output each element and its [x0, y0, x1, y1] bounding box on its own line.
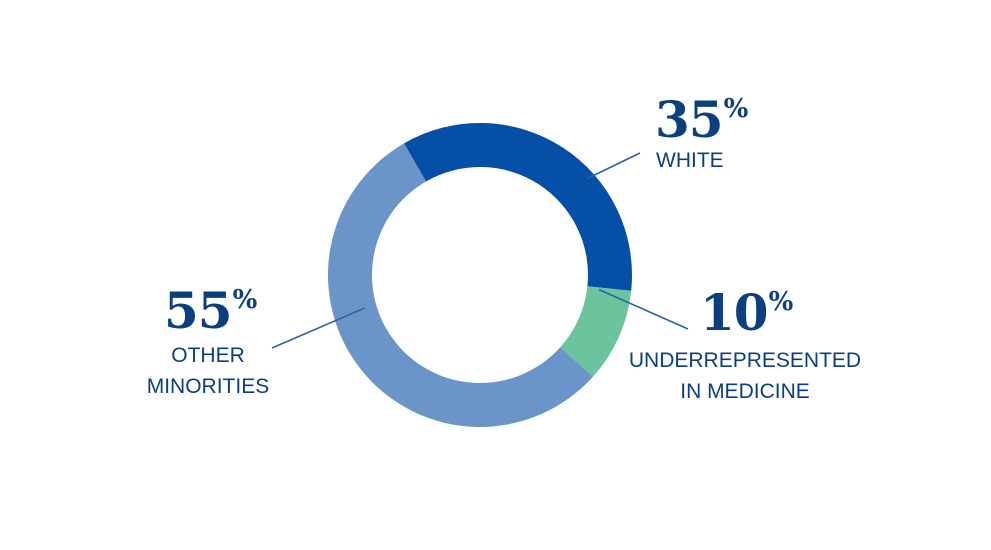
white-slice — [404, 123, 632, 291]
other-minorities-leader-line — [271, 307, 365, 349]
urm-label-line-1: UNDERREPRESENTED — [628, 349, 862, 372]
other-minorities-percent: 55% — [164, 286, 257, 336]
urm-label-line-2: IN MEDICINE — [680, 380, 810, 403]
urm-label: UNDERREPRESENTED IN MEDICINE — [610, 345, 880, 407]
urm-slice — [560, 286, 632, 377]
white-percent-sign: % — [723, 94, 749, 124]
white-percent-value: 35 — [655, 90, 724, 149]
urm-percent-sign: % — [768, 287, 794, 317]
urm-percent-value: 10 — [700, 283, 769, 342]
other-minorities-percent-sign: % — [232, 285, 258, 315]
urm-leader-line — [598, 288, 689, 330]
white-leader-line — [586, 152, 641, 180]
other-minorities-percent-value: 55 — [164, 281, 233, 340]
white-label-line-1: WHITE — [656, 149, 724, 172]
white-label: WHITE — [656, 145, 724, 176]
other-minorities-slice — [327, 143, 593, 428]
white-percent: 35% — [655, 95, 748, 145]
urm-percent: 10% — [700, 288, 793, 338]
other-minorities-label: OTHER MINORITIES — [118, 340, 298, 402]
other-minorities-label-line-2: MINORITIES — [146, 375, 270, 398]
other-minorities-label-line-1: OTHER — [171, 344, 245, 367]
